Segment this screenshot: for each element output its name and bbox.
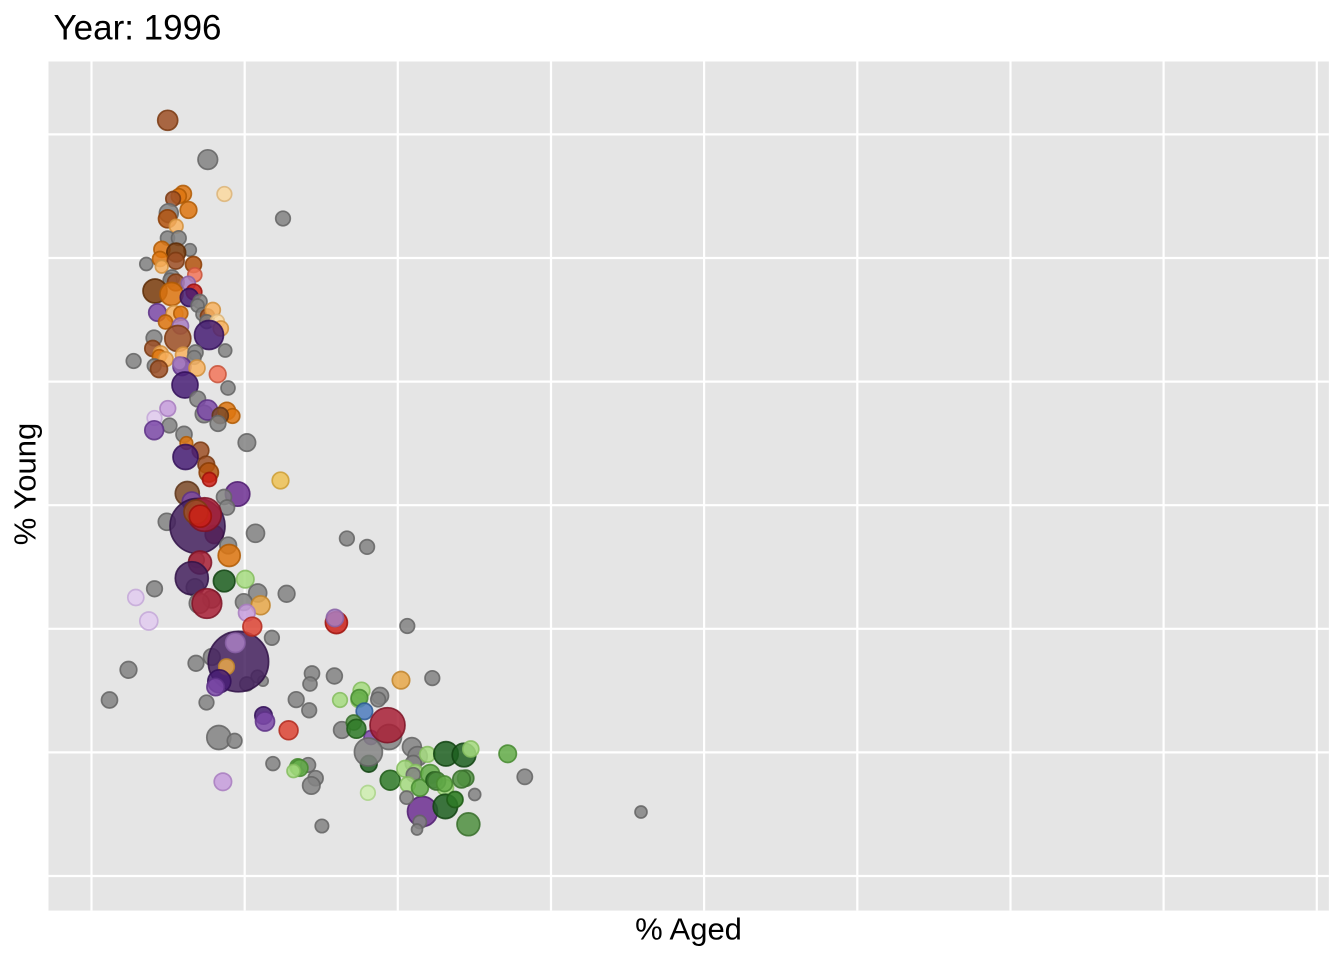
svg-text:Year: 1996: Year: 1996 [54,8,222,47]
svg-text:% Young: % Young [8,423,43,545]
svg-text:% Aged: % Aged [635,912,742,947]
